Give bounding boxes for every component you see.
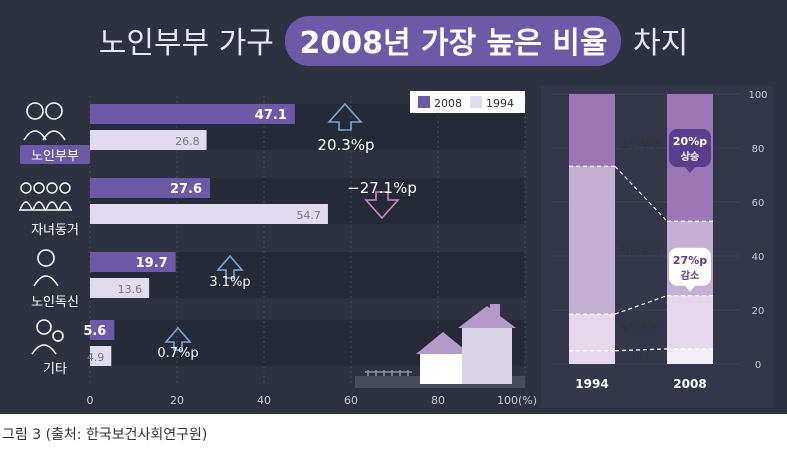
change-label: 20.3%p	[317, 136, 374, 154]
category-label-living-with-children: 자녀동거	[31, 223, 79, 238]
elderly-couple-icon	[23, 102, 66, 141]
y-tick-label: 80	[752, 144, 765, 155]
stacked-segment	[569, 350, 615, 364]
chart-panel: 노인부부 가구 2008년 가장 높은 비율 차지 노인부부 자녀동거 노인독신…	[0, 0, 787, 414]
x-tick-label: 80	[431, 394, 445, 407]
change-label: 0.7%p	[157, 346, 198, 361]
segment-label: 노인독신	[620, 321, 660, 334]
x-tick-label: 100(%)	[497, 394, 537, 407]
stacked-segment	[569, 94, 615, 167]
annotation-value: 27%p	[673, 254, 707, 267]
legend-box	[410, 91, 525, 113]
bar-1994-value: 26.8	[175, 135, 200, 148]
bar-2008-value: 19.7	[136, 256, 168, 271]
y-tick-label: 0	[755, 360, 761, 371]
bar-2008	[90, 104, 295, 124]
bar-1994	[90, 346, 112, 366]
annotation-callout	[669, 247, 711, 286]
change-label: −27.1%p	[347, 179, 417, 197]
bar-1994-value: 4.9	[87, 351, 105, 364]
bar-2008	[90, 320, 115, 340]
bar-2008-value: 5.6	[83, 324, 106, 339]
title-prefix: 노인부부 가구	[98, 26, 274, 61]
bar-2008	[90, 178, 211, 198]
change-label: 3.1%p	[209, 275, 250, 290]
x-tick-label: 0	[87, 394, 94, 407]
stacked-x-label: 2008	[673, 377, 706, 391]
bar-1994-value: 54.7	[296, 209, 321, 222]
stacked-segment	[569, 314, 615, 351]
horizontal-bar-chart: 47.1 26.8 27.6 54.7 19.7 13.6 5.6 4.9 20.3%p −27.…	[83, 91, 538, 407]
bar-2008-value: 27.6	[170, 182, 202, 197]
arrow-up-icon	[216, 254, 244, 279]
y-tick-label: 60	[752, 198, 765, 209]
bar-2008	[90, 252, 176, 272]
y-tick-label: 20	[752, 306, 765, 317]
segment-labels: 1994 2008 기타 노인독신 자녀동거 노인부부	[575, 138, 706, 391]
arrow-down-icon	[364, 191, 400, 220]
connector-line	[614, 165, 668, 222]
houses-illustration	[355, 304, 525, 388]
stacked-segment	[667, 295, 713, 349]
bar-1994	[90, 130, 207, 150]
segment-label: 자녀동거	[620, 243, 660, 256]
segment-label: 기타	[630, 351, 650, 364]
y-tick-label: 100	[748, 90, 767, 101]
annotation-text: 감소	[681, 270, 699, 282]
bar-2008-value: 47.1	[255, 108, 287, 123]
category-label-other: 기타	[43, 362, 67, 377]
family-icon	[19, 182, 72, 211]
bar-1994-value: 13.6	[118, 283, 143, 296]
title-highlight: 2008년 가장 높은 비율	[285, 16, 622, 66]
stacked-connectors	[569, 165, 713, 352]
arrow-up-icon	[164, 326, 192, 351]
callout-pointer	[685, 285, 695, 292]
bar-1994	[90, 204, 328, 224]
annotation-callout	[669, 129, 711, 167]
x-tick-label: 40	[257, 394, 271, 407]
title-suffix: 차지	[633, 26, 689, 61]
chart-title: 노인부부 가구 2008년 가장 높은 비율 차지	[0, 16, 787, 66]
connector-line	[614, 348, 668, 352]
single-elderly-icon	[33, 249, 59, 287]
category-label-elderly-couple: 노인부부	[20, 145, 90, 164]
other-household-icon	[31, 319, 64, 355]
figure-caption: 그림 3 (출처: 한국보건사회연구원)	[2, 427, 208, 443]
legend-swatch-2008	[418, 96, 430, 108]
legend-label-2008: 2008	[434, 97, 462, 110]
legend-label-1994: 1994	[486, 97, 514, 110]
annotation-value: 20%p	[673, 135, 707, 148]
stacked-bar-chart: 1994 2008 기타 노인독신 자녀동거 노인부부 0 20 40 60 80 100 20%p…	[552, 90, 768, 391]
stacked-x-label: 1994	[575, 377, 608, 391]
x-axis-ticks: 0 20 40 60 80 100(%)	[87, 394, 538, 407]
x-tick-label: 60	[344, 394, 358, 407]
bar-1994	[90, 278, 150, 298]
connector-line	[614, 295, 668, 315]
change-annotations: 20%p 상승 27%p 감소	[669, 129, 711, 292]
category-icons	[19, 102, 72, 355]
segment-label: 노인부부	[620, 138, 660, 151]
bar-rows: 47.1 26.8 27.6 54.7 19.7 13.6 5.6 4.9 20.3%p −27.…	[83, 102, 417, 366]
arrow-up-icon	[327, 102, 363, 131]
callout-pointer	[685, 167, 695, 173]
y-axis-ticks: 0 20 40 60 80 100	[748, 90, 767, 371]
category-label-elderly-single: 노인독신	[31, 295, 79, 310]
y-tick-label: 40	[752, 252, 765, 263]
annotation-text: 상승	[681, 150, 699, 163]
stacked-segment	[569, 166, 615, 315]
legend: 2008 1994	[410, 91, 525, 113]
legend-swatch-1994	[470, 96, 482, 108]
stacked-segment	[667, 348, 713, 364]
x-tick-label: 20	[170, 394, 184, 407]
